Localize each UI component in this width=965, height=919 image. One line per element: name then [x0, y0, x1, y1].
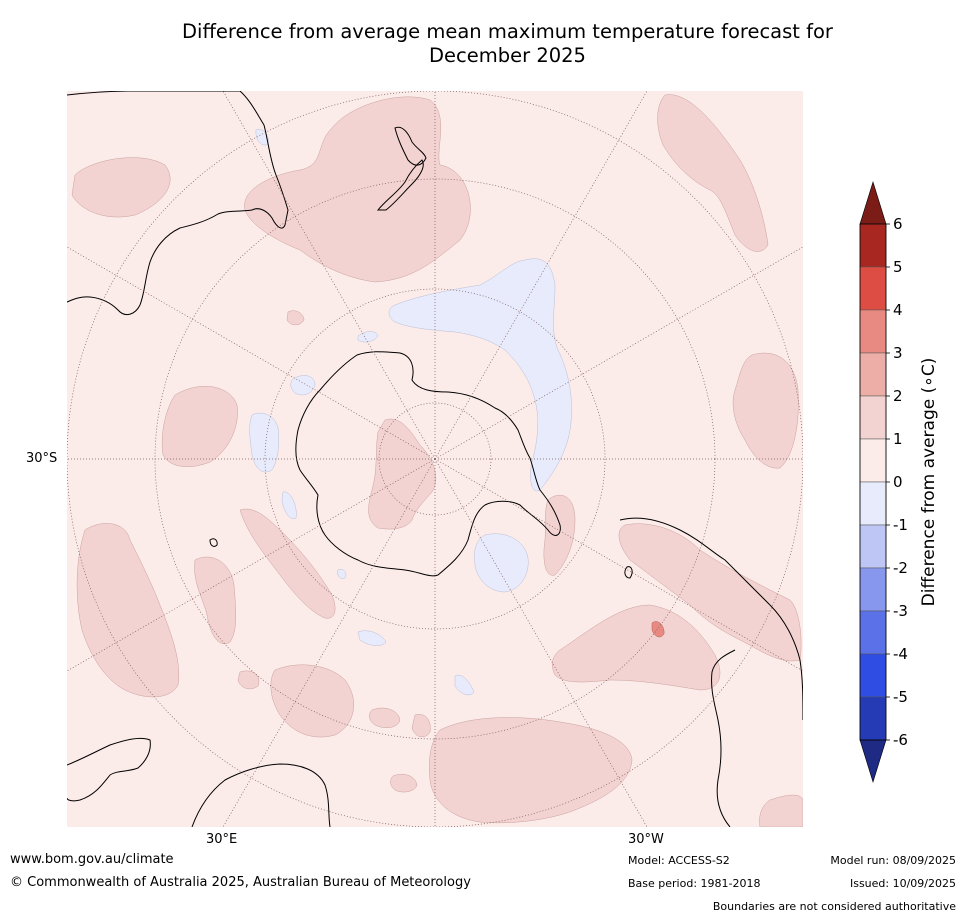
warm-region-south-america — [618, 523, 802, 662]
footer-disclaimer: Boundaries are not considered authoritat… — [712, 900, 956, 913]
longitude-label-30e: 30°E — [206, 832, 238, 847]
cool-region-small-1 — [290, 375, 316, 396]
colorbar-bin — [859, 481, 887, 526]
warm-region-indian-w — [161, 386, 238, 467]
colorbar: 6 5 4 3 2 1 0 -1 -2 -3 -4 -5 -6 Difference from avera… — [859, 180, 939, 784]
colorbar-bin — [859, 352, 887, 397]
colorbar-bin — [859, 266, 887, 311]
cool-region-ross-amundsen — [388, 258, 572, 492]
warm-region-small-6 — [759, 794, 803, 827]
warm-region-south-atlantic-ne — [657, 94, 769, 252]
coastlines — [67, 91, 803, 827]
footer-issued: Issued: 10/09/2025 — [849, 877, 956, 890]
anomaly-regions-warm — [71, 94, 803, 827]
cool-region-small-3 — [357, 630, 387, 646]
colorbar-tick-label: -3 — [893, 602, 908, 620]
footer-copyright: © Commonwealth of Australia 2025, Austra… — [10, 875, 471, 890]
new-zealand-north-island — [394, 126, 427, 166]
footer-model: Model: ACCESS-S2 — [628, 854, 730, 867]
colorbar-bin — [859, 395, 887, 440]
warm-region-antarctic-centre — [368, 418, 436, 530]
colorbar-tick-label: -1 — [893, 516, 908, 534]
cool-region-bellingshausen — [474, 533, 529, 593]
colorbar-tick-label: -5 — [893, 688, 908, 706]
warm-region-madagascar-s — [194, 556, 236, 644]
colorbar-label: Difference from average (∘C) — [919, 358, 939, 607]
colorbar-tick-label: 4 — [893, 301, 903, 319]
anomaly-region-warmer — [651, 621, 665, 638]
graticule — [67, 91, 803, 827]
colorbar-tick-label: 6 — [893, 215, 903, 233]
warm-region-southern-ocean-sw — [270, 664, 354, 738]
colorbar-extend-high — [859, 180, 887, 225]
colorbar-tick-label: 1 — [893, 430, 903, 448]
kerguelen-island — [209, 538, 218, 547]
australia-coastline — [67, 91, 289, 316]
latitude-label-30s: 30°S — [26, 451, 58, 466]
latitude-circle-60s — [264, 288, 606, 630]
colorbar-tick-label: 0 — [893, 473, 903, 491]
antarctica-coastline — [295, 351, 561, 577]
colorbar-extend-low — [859, 739, 887, 784]
chart-title-line-2: December 2025 — [429, 44, 586, 67]
colorbar-tick-label: -6 — [893, 731, 908, 749]
warm-region-south-indian — [76, 523, 179, 698]
chart-title: Difference from average mean maximum tem… — [60, 20, 955, 68]
warm-region-small-2 — [411, 714, 431, 738]
south-america-coastline — [619, 517, 803, 827]
colorbar-bin — [859, 653, 887, 698]
warm-region-south-atlantic-s — [552, 604, 721, 691]
footer-url: www.bom.gov.au/climate — [10, 852, 174, 867]
colorbar-bin — [859, 309, 887, 354]
cool-region-indian-sector — [249, 412, 279, 473]
map-content — [67, 91, 803, 827]
colorbar-bin — [859, 223, 887, 268]
warm-region-southern-ocean-s — [429, 717, 633, 824]
colorbar-bin — [859, 696, 887, 741]
warm-region-weddell-arc — [239, 508, 336, 619]
warm-region-small-4 — [286, 310, 305, 326]
anomaly-regions-cool — [249, 129, 572, 696]
colorbar-bin — [859, 567, 887, 612]
colorbar-tick-label: -4 — [893, 645, 908, 663]
colorbar-bin — [859, 524, 887, 569]
warm-region-tasman — [244, 96, 471, 283]
colorbar-tick-label: -2 — [893, 559, 908, 577]
south-georgia-island — [624, 566, 633, 579]
latitude-circle-80s — [378, 402, 492, 516]
warm-region-south-atlantic-e — [732, 352, 799, 469]
longitude-label-30w: 30°W — [628, 832, 664, 847]
warm-region-indian-nw — [71, 157, 171, 218]
colorbar-bin — [859, 438, 887, 483]
colorbar-tick-label: 5 — [893, 258, 903, 276]
footer-base-period: Base period: 1981-2018 — [628, 877, 761, 890]
cool-region-small-4 — [454, 674, 475, 696]
chart-title-line-1: Difference from average mean maximum tem… — [182, 20, 833, 43]
footer-model-run: Model run: 08/09/2025 — [830, 854, 956, 867]
colorbar-bin — [859, 610, 887, 655]
colorbar-tick-label: 3 — [893, 344, 903, 362]
colorbar-tick-label: 2 — [893, 387, 903, 405]
cool-region-small-2 — [281, 491, 297, 520]
warm-region-small-5 — [237, 670, 260, 690]
warm-region-small-3 — [390, 774, 418, 793]
cool-region-small-7 — [337, 569, 347, 579]
africa-coastline — [67, 737, 331, 827]
warm-region-small-1 — [369, 707, 401, 728]
new-zealand-south-island — [376, 159, 424, 211]
